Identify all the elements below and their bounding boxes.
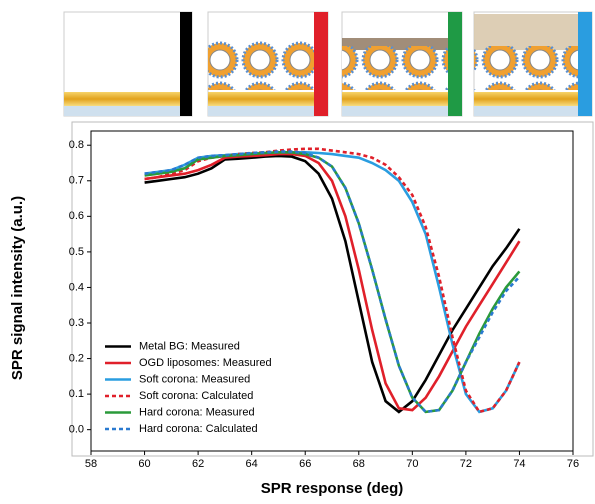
panel-bare [63,11,193,117]
x-tick-label: 72 [460,458,472,470]
legend-label: Metal BG: Measured [139,340,240,352]
legend: Metal BG: Measured OGD liposomes: Measure… [105,340,272,435]
x-tick-label: 60 [138,458,150,470]
y-tick-label: 0.2 [69,352,84,364]
y-tick-label: 0.8 [69,139,84,151]
x-tick-label: 66 [299,458,311,470]
series-line [144,150,521,414]
legend-label: OGD liposomes: Measured [139,357,272,369]
series-line [144,152,521,412]
x-tick-label: 70 [406,458,418,470]
x-tick-label: 74 [513,458,525,470]
panel-soft-corona [341,11,463,117]
legend-label: Hard corona: Calculated [139,423,258,435]
y-axis-label: SPR signal intensity (a.u.) [9,196,26,380]
panel-liposomes [207,11,329,117]
series-line [144,154,521,414]
x-tick-label: 64 [246,458,258,470]
y-tick-label: 0.6 [69,210,84,222]
panel-hard-corona [473,11,593,117]
x-tick-label: 62 [192,458,204,470]
x-tick-label: 76 [567,458,579,470]
schematics [63,11,593,117]
y-tick-label: 0.3 [69,317,84,329]
legend-label: Soft corona: Calculated [139,390,253,402]
x-axis-label: SPR response (deg) [261,480,404,497]
legend-label: Soft corona: Measured [139,373,250,385]
y-tick-label: 0.4 [69,281,84,293]
y-tick-label: 0.0 [69,424,84,436]
y-tick-label: 0.1 [69,388,84,400]
y-tick-label: 0.5 [69,246,84,258]
y-tick-label: 0.7 [69,175,84,187]
plot-area [90,130,574,452]
x-tick-label: 68 [353,458,365,470]
chart-frame [71,121,594,457]
legend-label: Hard corona: Measured [139,406,255,418]
x-tick-label: 58 [85,458,97,470]
